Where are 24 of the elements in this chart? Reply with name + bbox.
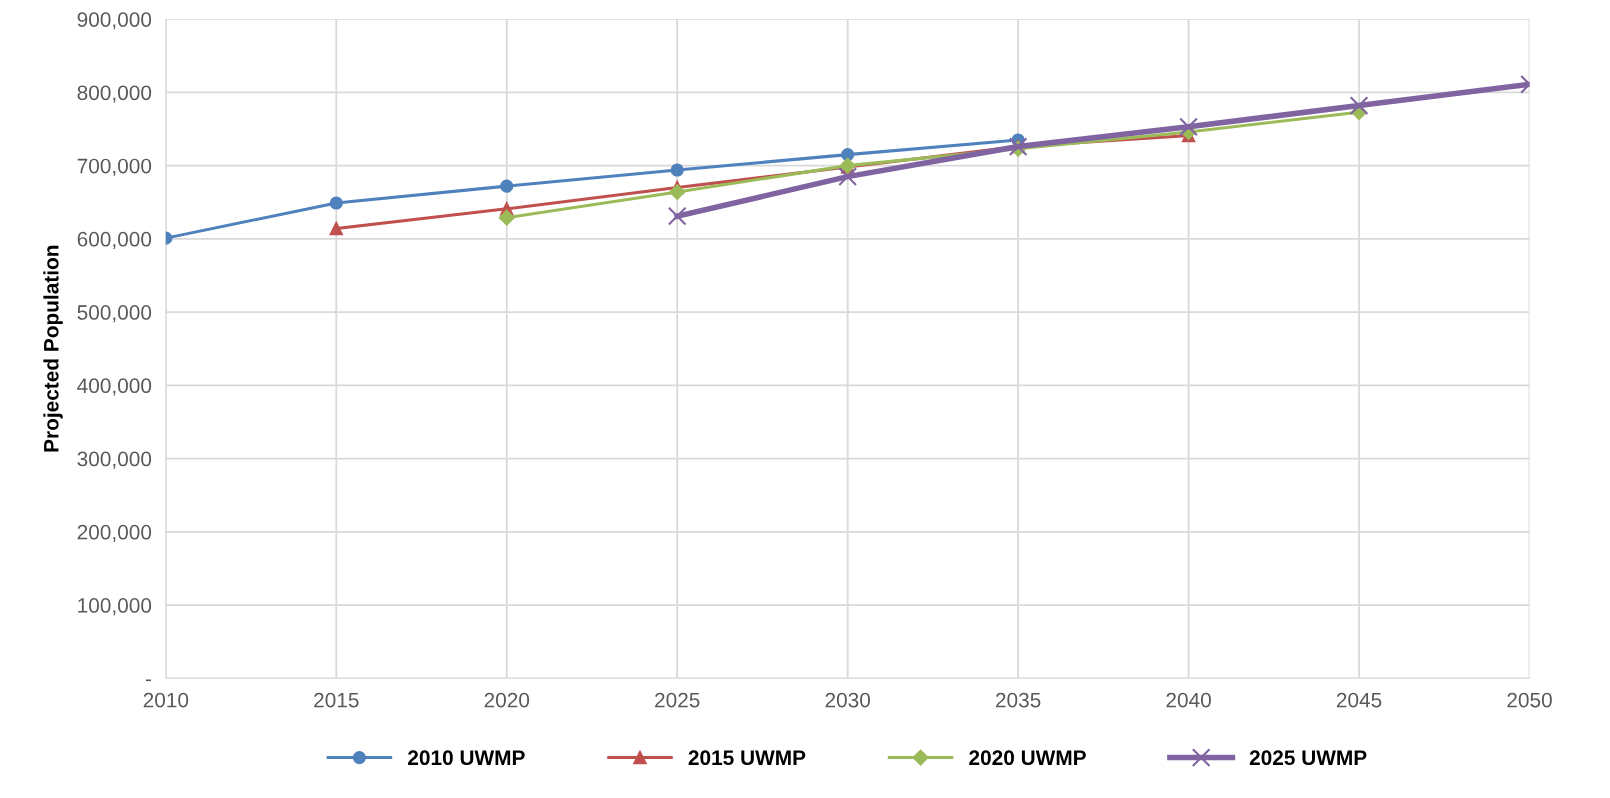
- x-tick-label: 2045: [1336, 692, 1382, 708]
- y-tick-label: 400,000: [77, 378, 152, 396]
- legend-label: 2015 UWMP: [688, 750, 806, 766]
- x-tick-label: 2035: [996, 692, 1041, 708]
- x-tick-label: 2010: [143, 692, 189, 708]
- x-tick-label: 2015: [314, 692, 359, 708]
- y-tick-label: 200,000: [77, 524, 152, 543]
- y-tick-label: 600,000: [77, 231, 152, 250]
- x-tick-label: 2050: [1507, 692, 1552, 708]
- legend-label: 2020 UWMP: [969, 750, 1086, 766]
- x-tick-label: 2030: [825, 692, 871, 708]
- x-tick-label: 2020: [484, 692, 530, 708]
- y-tick-label: 700,000: [77, 158, 152, 176]
- y-axis-title: Projected Population: [43, 245, 63, 452]
- y-tick-label: 300,000: [77, 451, 152, 469]
- y-tick-label: 100,000: [78, 598, 152, 616]
- x-tick-label: 2040: [1166, 692, 1211, 708]
- y-tick-label: -: [145, 679, 152, 682]
- legend-label: 2025 UWMP: [1249, 750, 1367, 766]
- legend-label: 2010 UWMP: [408, 750, 525, 766]
- x-tick-label: 2025: [655, 692, 700, 708]
- y-tick-label: 900,000: [77, 12, 152, 30]
- y-tick-label: 500,000: [77, 305, 152, 323]
- y-tick-label: 800,000: [77, 85, 152, 103]
